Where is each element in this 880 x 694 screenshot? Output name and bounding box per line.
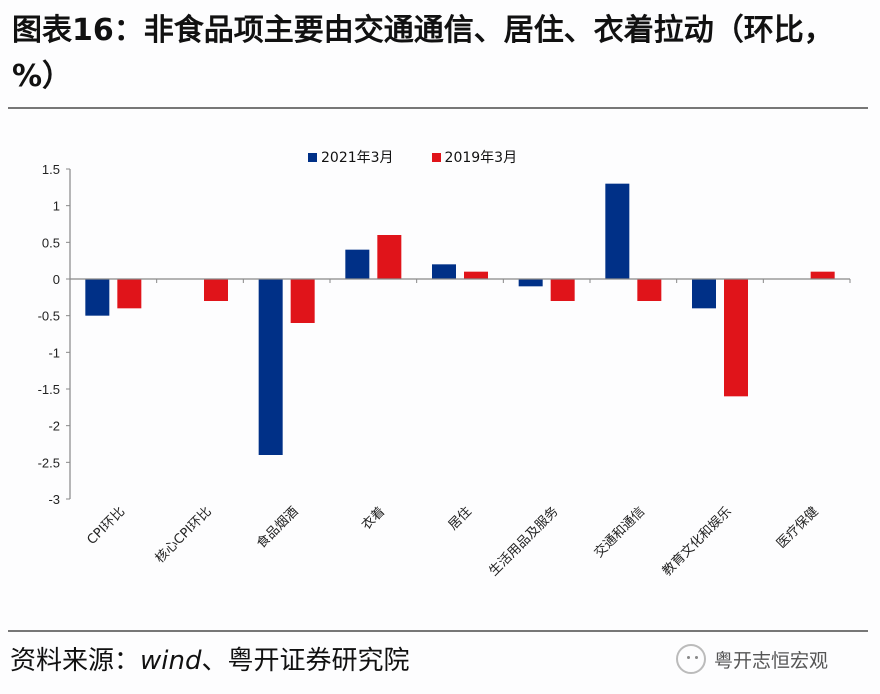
legend-label-2019: 2019年3月: [444, 150, 518, 166]
y-tick-label: -2: [48, 419, 60, 434]
brand-text: 粤开志恒宏观: [714, 649, 829, 672]
legend-swatch-2021: [308, 152, 317, 162]
x-tick-label: 医疗保健: [774, 504, 821, 551]
y-tick-label: -3: [48, 492, 60, 507]
bar-2019: [550, 279, 575, 301]
bar-2021: [258, 279, 283, 455]
legend-swatch-2019: [431, 152, 441, 162]
x-tick-label: 教育文化和娱乐: [659, 504, 735, 580]
y-tick-label: 1.5: [42, 162, 60, 177]
bar-2021: [692, 279, 716, 309]
x-tick-label: 居住: [446, 504, 475, 533]
bar-2019: [204, 279, 228, 301]
title-divider: [8, 107, 868, 109]
bar-2019: [377, 235, 402, 279]
x-tick-label: 核心CPI环比: [153, 504, 215, 566]
legend-item-2021: 2021年3月: [308, 147, 394, 167]
bar-2021: [85, 279, 110, 316]
bar-2021: [605, 183, 630, 279]
bar-2019: [724, 279, 748, 397]
bar-chart: 1.5 1 0.5 0 -0.5 -1 -1.5 -2 -2.5 -3 CPI环比 核心CPI环比 食品…: [38, 162, 851, 580]
legend-item-2019: 2019年3月: [431, 147, 518, 167]
y-tick-label: -0.5: [38, 309, 60, 324]
y-tick-label: -2.5: [38, 455, 60, 470]
x-tick-label: 衣着: [358, 504, 388, 534]
source-prefix: 资料来源：: [10, 646, 141, 676]
y-tick-label: 0: [53, 272, 60, 287]
chart-title: 图表16：非食品项主要由交通通信、居住、衣着拉动（环比，%）: [12, 13, 834, 94]
y-tick-label: -1.5: [38, 382, 60, 397]
bar-2019: [464, 271, 488, 279]
bar-2019: [637, 279, 662, 301]
bar-2019: [117, 279, 142, 309]
footer-divider: [8, 630, 868, 632]
wechat-icon: [676, 644, 706, 674]
bar-2019: [290, 279, 315, 323]
x-tick-label: 交通和通信: [591, 504, 648, 561]
bar-2019: [810, 271, 835, 279]
y-tick-label: 1: [53, 199, 60, 214]
y-tick-label: 0.5: [42, 235, 60, 250]
brand-watermark: 粤开志恒宏观: [676, 644, 828, 674]
bar-2021: [345, 249, 370, 279]
x-tick-label: 食品烟酒: [253, 504, 301, 552]
bar-2021: [432, 264, 456, 279]
x-tick-label: 生活用品及服务: [486, 504, 562, 580]
source-wind: wind: [140, 646, 202, 676]
legend: 2021年3月 2019年3月: [308, 147, 517, 167]
legend-label-2021: 2021年3月: [321, 150, 394, 166]
x-tick-label: CPI环比: [84, 504, 128, 548]
source-suffix: 、粤开证券研究院: [201, 646, 410, 676]
source-note: 资料来源：wind、粤开证券研究院: [10, 643, 410, 679]
y-tick-label: -1: [48, 345, 60, 360]
bar-2021: [518, 279, 543, 287]
